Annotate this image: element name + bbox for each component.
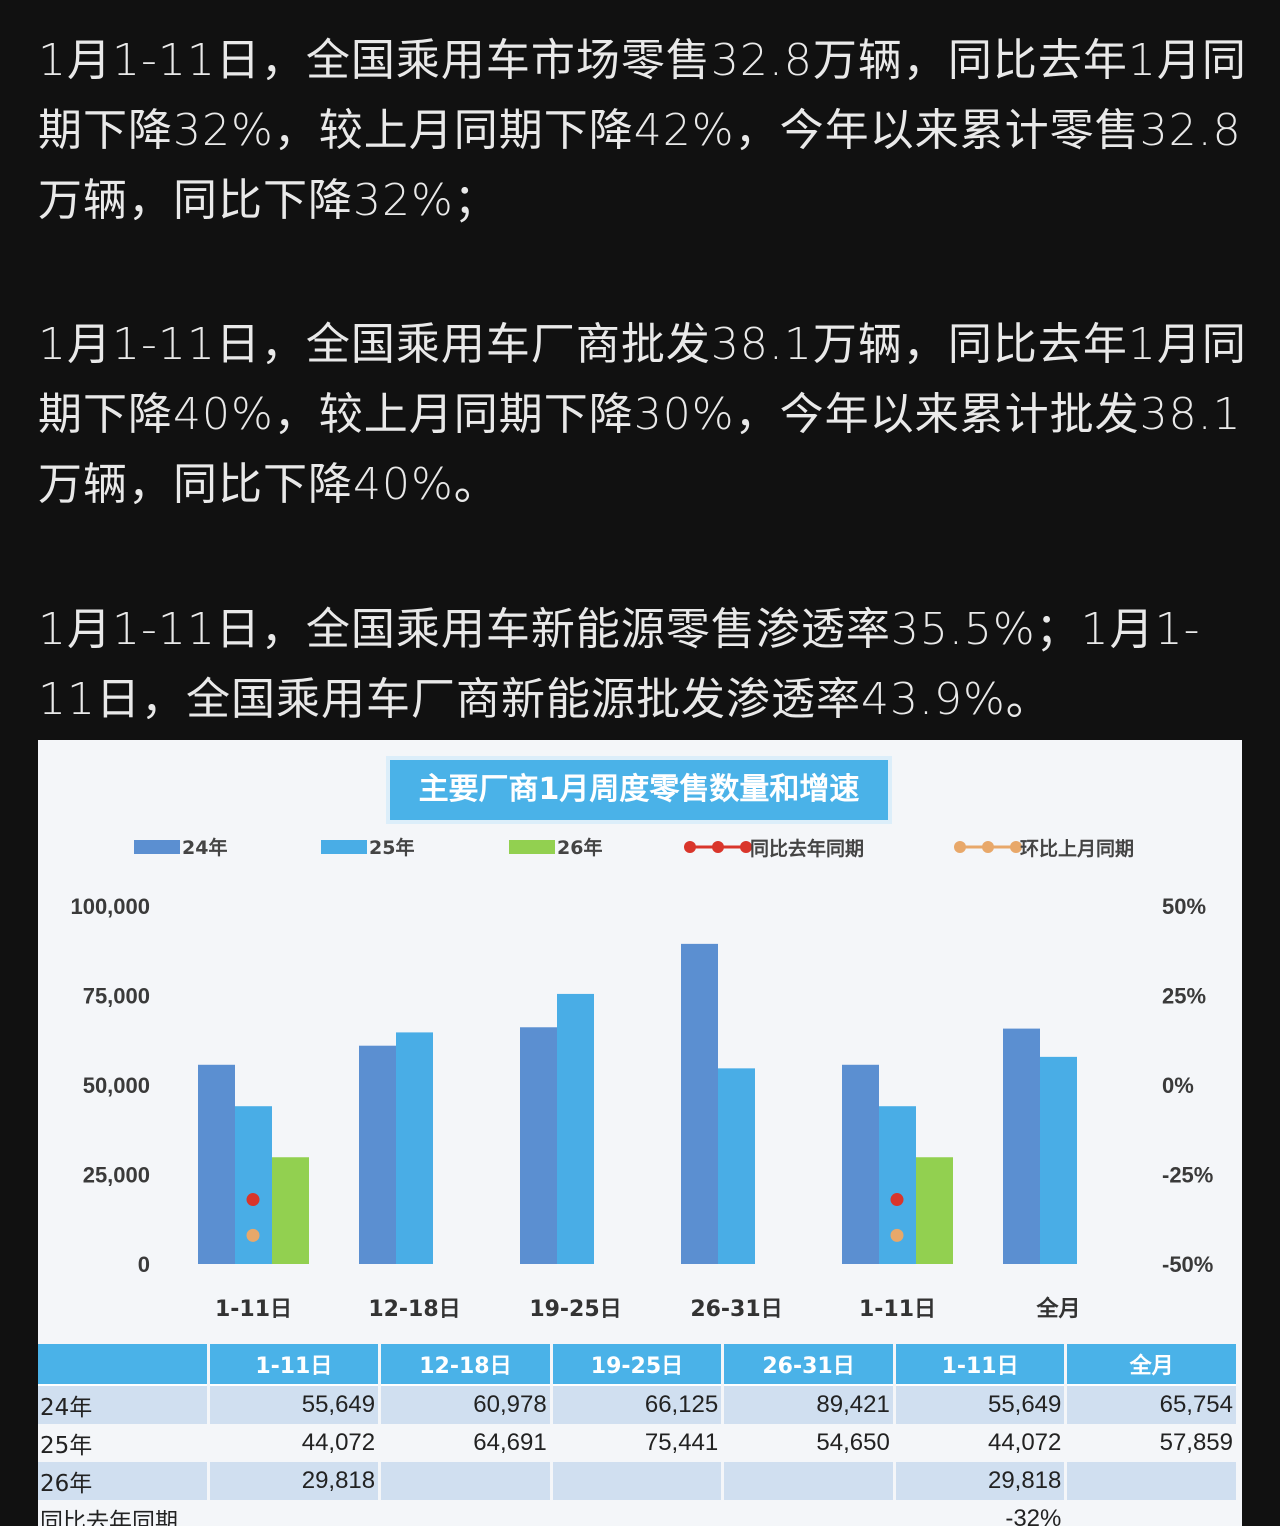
table-cell: 60,978 [381, 1386, 550, 1424]
legend-marker-同比去年同期 [740, 841, 752, 853]
legend-marker-环比上月同期 [1010, 841, 1022, 853]
table-cell [724, 1500, 893, 1526]
legend-label: 环比上月同期 [1020, 838, 1134, 860]
bar-24年-3 [681, 943, 718, 1264]
table-header-cell: 全月 [1067, 1344, 1236, 1386]
y-left-tick-label: 75,000 [83, 984, 150, 1009]
x-category-label: 1-11日 [859, 1297, 936, 1322]
legend-swatch-25年 [321, 840, 367, 854]
table-cell [1067, 1462, 1236, 1500]
table-row-label: 同比去年同期 [38, 1500, 207, 1526]
bar-24年-1 [359, 1045, 396, 1264]
table-cell: 55,649 [895, 1386, 1065, 1424]
table-cell [381, 1462, 550, 1500]
table-header-cell: 1-11日 [209, 1344, 379, 1386]
legend-label: 24年 [182, 836, 227, 859]
bar-26年-0 [272, 1157, 309, 1264]
bar-25年-2 [557, 993, 594, 1264]
chart-panel: 100,000 75,000 50,000 25,000 0 50% 25% 0% -25% -5… [38, 740, 1242, 1526]
legend-marker-环比上月同期 [982, 841, 994, 853]
y-right-tick-label: -25% [1162, 1163, 1213, 1188]
y-right-tick-label: -50% [1162, 1252, 1213, 1277]
table-header-row: 1-11日 12-18日 19-25日 26-31日 1-11日 全月 [38, 1344, 1236, 1386]
bar-25年-3 [718, 1068, 755, 1264]
marker-环比上月同期-0 [246, 1228, 260, 1242]
table-cell: 64,691 [381, 1424, 550, 1462]
table-row: 26年 29,818 29,818 [38, 1462, 1236, 1500]
table-cell [552, 1500, 722, 1526]
table-cell [381, 1500, 550, 1526]
legend-label: 25年 [369, 836, 414, 859]
table-cell: 89,421 [724, 1386, 893, 1424]
table-cell: 75,441 [552, 1424, 722, 1462]
legend-label: 26年 [557, 836, 602, 859]
table-row-label: 24年 [38, 1386, 207, 1424]
y-left-tick-label: 25,000 [83, 1163, 150, 1188]
table-header-cell: 26-31日 [724, 1344, 893, 1386]
x-category-label: 12-18日 [368, 1297, 460, 1322]
legend-label: 同比去年同期 [750, 837, 864, 860]
bar-25年-5 [1040, 1056, 1077, 1264]
x-category-label: 1-11日 [215, 1297, 292, 1322]
table-cell [724, 1462, 893, 1500]
table-header-cell: 19-25日 [552, 1344, 722, 1386]
marker-环比上月同期-4 [890, 1228, 904, 1242]
legend-marker-同比去年同期 [712, 841, 724, 853]
bar-26年-4 [916, 1157, 953, 1264]
table-row: 同比去年同期 -32% [38, 1500, 1236, 1526]
marker-同比去年同期-4 [890, 1193, 904, 1207]
chart-title: 主要厂商1月周度零售数量和增速 [386, 756, 892, 824]
legend-marker-同比去年同期 [684, 841, 696, 853]
table-cell [1067, 1500, 1236, 1526]
table-cell: 55,649 [209, 1386, 379, 1424]
legend-marker-环比上月同期 [954, 841, 966, 853]
y-right-tick-label: 50% [1162, 894, 1206, 919]
x-category-label: 26-31日 [690, 1297, 782, 1322]
table-row-label: 25年 [38, 1424, 207, 1462]
table-row-label: 26年 [38, 1462, 207, 1500]
y-left-tick-label: 100,000 [70, 894, 150, 919]
data-table: 1-11日 12-18日 19-25日 26-31日 1-11日 全月 24年 55,649… [38, 1344, 1239, 1526]
table-cell: 54,650 [724, 1424, 893, 1462]
bar-24年-5 [1003, 1028, 1040, 1264]
x-category-label: 19-25日 [529, 1297, 621, 1322]
bar-25年-1 [396, 1032, 433, 1264]
paragraph-wholesale: 1月1-11日，全国乘用车厂商批发38.1万辆，同比去年1月同期下降40%，较上… [38, 319, 1247, 510]
table-header-corner [38, 1344, 207, 1386]
y-left-tick-label: 50,000 [83, 1073, 150, 1098]
y-right-tick-label: 25% [1162, 984, 1206, 1009]
legend-swatch-26年 [509, 840, 555, 854]
marker-同比去年同期-0 [246, 1193, 260, 1207]
bar-24年-4 [842, 1064, 879, 1264]
table-cell [552, 1462, 722, 1500]
table-cell: 44,072 [209, 1424, 379, 1462]
bar-24年-2 [520, 1027, 557, 1264]
table-cell: 44,072 [895, 1424, 1065, 1462]
table-cell: 66,125 [552, 1386, 722, 1424]
table-header-cell: 1-11日 [895, 1344, 1065, 1386]
table-row: 25年 44,072 64,691 75,441 54,650 44,072 57,859 [38, 1424, 1236, 1462]
paragraph-retail: 1月1-11日，全国乘用车市场零售32.8万辆，同比去年1月同期下降32%，较上… [38, 35, 1247, 226]
paragraph-nev-penetration: 1月1-11日，全国乘用车新能源零售渗透率35.5%；1月1-11日，全国乘用车… [38, 604, 1201, 725]
table-cell: -32% [895, 1500, 1065, 1526]
table-cell [209, 1500, 379, 1526]
y-left-tick-label: 0 [138, 1252, 150, 1277]
table-header-cell: 12-18日 [381, 1344, 550, 1386]
table-cell: 57,859 [1067, 1424, 1236, 1462]
legend-swatch-24年 [134, 840, 180, 854]
bar-24年-0 [198, 1064, 235, 1264]
y-right-tick-label: 0% [1162, 1073, 1194, 1098]
table-cell: 65,754 [1067, 1386, 1236, 1424]
table-cell: 29,818 [209, 1462, 379, 1500]
table-row: 24年 55,649 60,978 66,125 89,421 55,649 65,754 [38, 1386, 1236, 1424]
x-category-label: 全月 [1035, 1296, 1080, 1322]
table-cell: 29,818 [895, 1462, 1065, 1500]
weekly-retail-chart: 100,000 75,000 50,000 25,000 0 50% 25% 0% -25% -5… [70, 836, 1213, 1322]
